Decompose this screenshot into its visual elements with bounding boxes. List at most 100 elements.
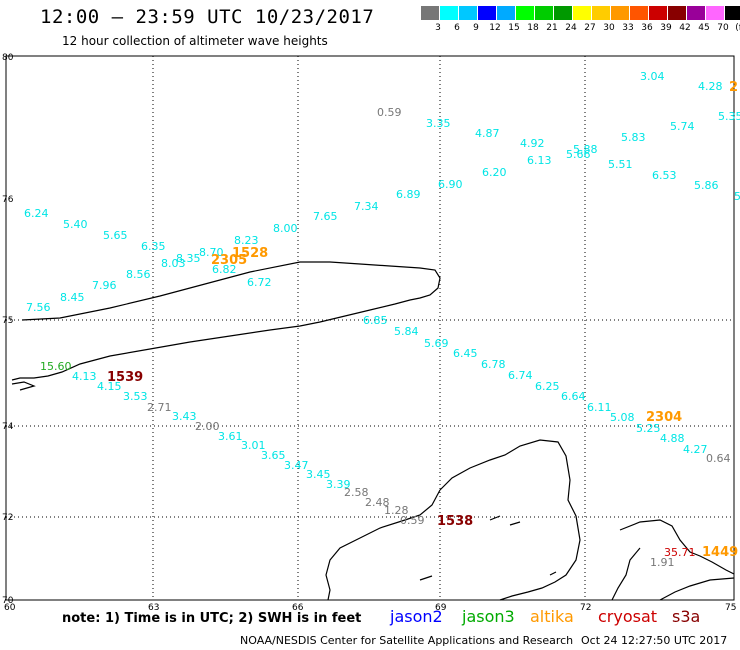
wave-height-value: 2.71 [147, 401, 172, 414]
pass-time-label: 1528 [232, 246, 268, 261]
wave-height-value: 7.34 [354, 200, 379, 213]
color-scale-swatch [725, 6, 740, 20]
wave-height-value: 5.88 [573, 143, 598, 156]
wave-height-value: 5 [734, 190, 740, 203]
color-scale-swatch [706, 6, 725, 20]
pass-time-label: 2304 [646, 410, 682, 425]
pass-time-label: 1539 [107, 370, 143, 385]
color-scale-swatch [687, 6, 706, 20]
wave-height-value: 1.91 [650, 556, 675, 569]
wave-height-values: 3.04 4.28 2 5.35 0.59 3.35 4.87 4.92 5.8… [24, 70, 740, 569]
color-scale-swatch [630, 6, 649, 20]
lon-label: 69 [435, 603, 447, 613]
wave-height-value: 6.90 [438, 178, 463, 191]
coastline-ob-bay [325, 489, 441, 601]
color-scale-label: 9 [473, 23, 479, 33]
wave-height-value: 1.28 [384, 504, 409, 517]
wave-height-value: 3.47 [284, 459, 309, 472]
chart-subtitle: 12 hour collection of altimeter wave hei… [62, 34, 328, 48]
wave-height-value: 5.84 [394, 325, 419, 338]
satellite-legend-cryosat: cryosat [598, 607, 658, 626]
coastline-vaygach [11, 381, 36, 391]
color-scale-label: 36 [641, 23, 653, 33]
coastline-taz [659, 577, 735, 601]
color-scale-swatch [611, 6, 630, 20]
coastline-islands [419, 515, 557, 581]
satellite-legend-jason3: jason3 [462, 607, 515, 626]
wave-height-value: 6.20 [482, 166, 507, 179]
wave-height-value: 8.00 [273, 222, 298, 235]
color-scale-swatch [459, 6, 478, 20]
wave-height-value: 5.65 [103, 229, 128, 242]
wave-height-value: 2.00 [195, 420, 220, 433]
pass-time-label: 2305 [211, 253, 247, 268]
wave-height-value: 2.58 [344, 486, 369, 499]
lon-label: 63 [148, 603, 159, 613]
wave-height-value: 15.60 [40, 360, 72, 373]
color-scale-label: 12 [489, 23, 501, 33]
map-frame [5, 55, 735, 601]
color-scale-label: 6 [454, 23, 460, 33]
wave-height-value: 6.64 [561, 390, 586, 403]
color-scale-swatch [592, 6, 611, 20]
lat-label: 75 [2, 316, 13, 326]
wave-height-value: 3.65 [261, 449, 286, 462]
wave-height-value: 5.83 [621, 131, 646, 144]
wave-height-value: 0.59 [377, 106, 402, 119]
color-scale-swatch [497, 6, 516, 20]
wave-height-value: 3.61 [218, 430, 243, 443]
color-scale-swatch [478, 6, 497, 20]
wave-height-value: 5.69 [424, 337, 449, 350]
color-scale-label: 27 [584, 23, 596, 33]
color-scale-swatch [440, 6, 459, 20]
satellite-legend-altika: altika [530, 607, 574, 626]
wave-height-value: 6.82 [212, 263, 237, 276]
wave-height-value: 6.35 [141, 240, 166, 253]
lat-label: 76 [2, 195, 14, 205]
wave-height-value: 4.28 [698, 80, 723, 93]
wave-height-value: 4.92 [520, 137, 545, 150]
wave-height-value: 3.04 [640, 70, 665, 83]
wave-height-value: 6.11 [587, 401, 612, 414]
wave-height-value: 6.78 [481, 358, 506, 371]
color-scale-label: (ft) [735, 23, 740, 33]
pass-time-label: 1538 [437, 514, 473, 529]
wave-height-value: 6.74 [508, 369, 533, 382]
color-scale-swatch [573, 6, 592, 20]
axis-labels: 80 76 75 74 72 70 60 63 66 69 72 75 [2, 53, 736, 613]
wave-height-value: 4.88 [660, 432, 685, 445]
lat-label: 80 [2, 53, 14, 63]
wave-height-value: 6.25 [535, 380, 560, 393]
pass-time-label: 1449 [702, 545, 738, 560]
wave-height-value: 8.45 [60, 291, 85, 304]
wave-height-value: 7.56 [26, 301, 51, 314]
chart-title: 12:00 – 23:59 UTC 10/23/2017 [40, 6, 375, 28]
color-scale-label: 15 [508, 23, 520, 33]
color-scale-swatch [421, 6, 440, 20]
wave-height-value: 2.48 [365, 496, 390, 509]
color-scale-label: 3 [435, 23, 441, 33]
footer-timestamp: Oct 24 12:27:50 UTC 2017 [581, 634, 728, 647]
wave-height-value: 6.89 [396, 188, 421, 201]
lat-label: 72 [2, 513, 13, 523]
wave-height-value: 6.72 [247, 276, 272, 289]
wave-height-value: 6.85 [363, 314, 388, 327]
satellite-legend-jason2: jason2 [390, 607, 443, 626]
wave-height-value: 2 [729, 80, 738, 95]
coastlines [11, 261, 735, 601]
wave-height-value: 6.24 [24, 207, 49, 220]
units-note: note: 1) Time is in UTC; 2) SWH is in fe… [62, 611, 362, 626]
coastline-gydan-south [611, 547, 641, 601]
color-scale-label: 45 [698, 23, 710, 33]
wave-height-value: 8.03 [161, 257, 186, 270]
wave-height-value: 4.87 [475, 127, 500, 140]
coastline-novaya-zemlya [11, 261, 441, 381]
color-scale-label: 30 [603, 23, 615, 33]
footer-agency: NOAA/NESDIS Center for Satellite Applica… [240, 634, 574, 647]
wave-height-value: 8.70 [199, 246, 224, 259]
color-scale-label: 33 [622, 23, 634, 33]
lon-label: 66 [292, 603, 304, 613]
color-scale-label: 70 [717, 23, 729, 33]
